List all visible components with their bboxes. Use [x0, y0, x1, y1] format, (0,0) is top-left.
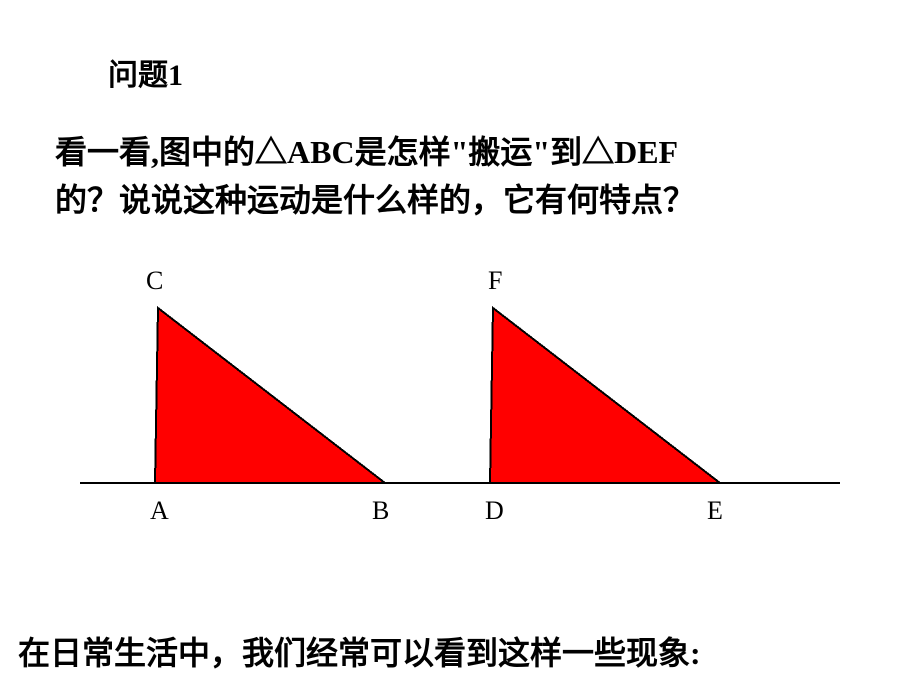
bottom-text: 在日常生活中，我们经常可以看到这样一些现象:: [18, 628, 701, 674]
question-text: 看一看,图中的△ABC是怎样"搬运"到△DEF 的？说说这种运动是什么样的，它有…: [55, 128, 695, 224]
triangle-abc: [155, 308, 385, 483]
triangle-diagram: C A B F D E: [60, 248, 848, 578]
label-c: C: [146, 266, 163, 296]
problem-title: 问题1: [108, 50, 183, 94]
label-d: D: [485, 496, 504, 526]
label-f: F: [488, 266, 502, 296]
triangle-def: [490, 308, 720, 483]
question-line2: 的？说说这种运动是什么样的，它有何特点？: [55, 182, 695, 218]
label-e: E: [707, 496, 723, 526]
diagram-svg: [60, 248, 848, 578]
question-line1: 看一看,图中的△ABC是怎样"搬运"到△DEF: [55, 134, 678, 170]
label-a: A: [150, 496, 169, 526]
label-b: B: [372, 496, 389, 526]
slide: 问题1 看一看,图中的△ABC是怎样"搬运"到△DEF 的？说说这种运动是什么样…: [0, 0, 920, 690]
